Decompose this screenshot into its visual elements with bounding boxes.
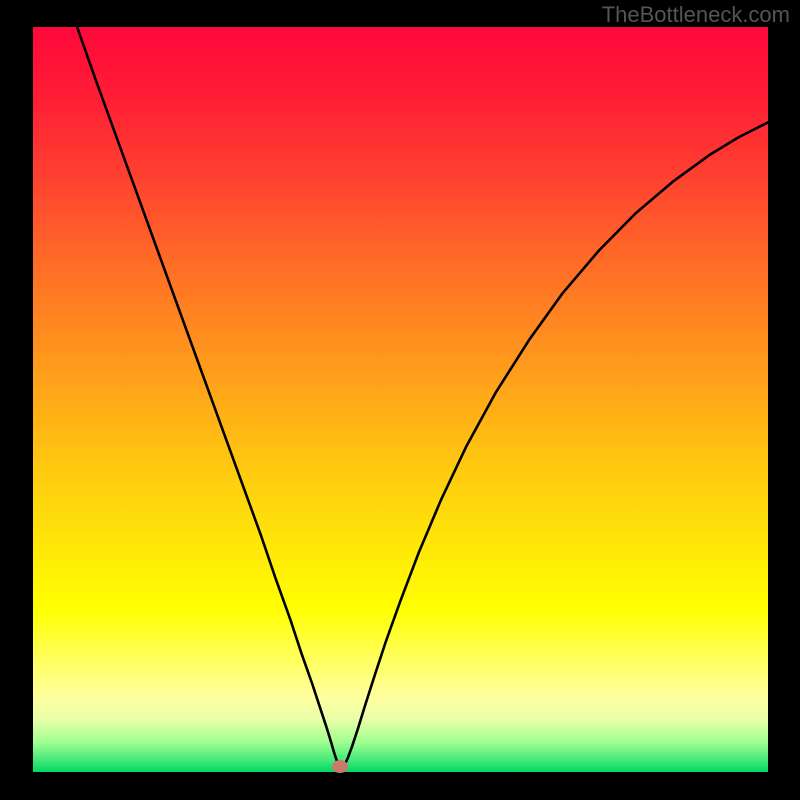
- chart-plot-area: [33, 27, 768, 772]
- bottleneck-curve: [33, 27, 768, 772]
- watermark-text: TheBottleneck.com: [602, 2, 790, 28]
